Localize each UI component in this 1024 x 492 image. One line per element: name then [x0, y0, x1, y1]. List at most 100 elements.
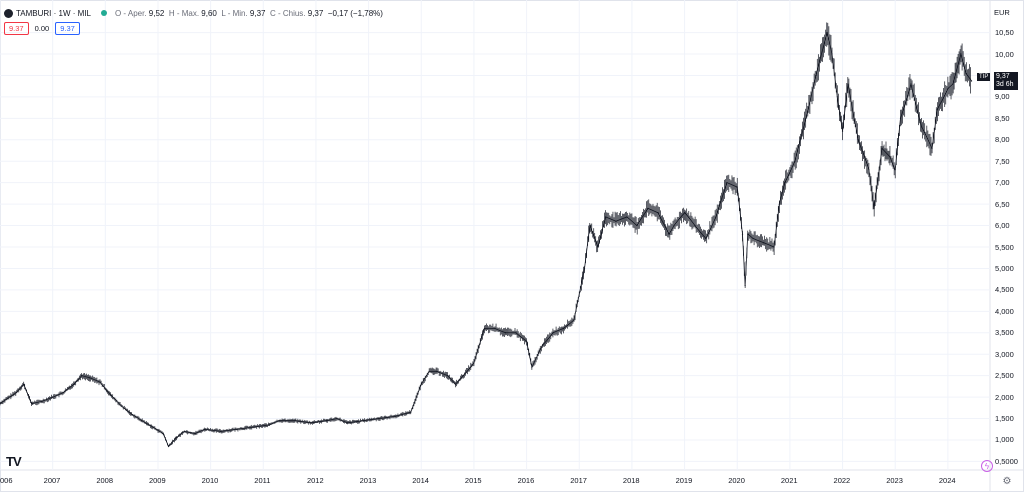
symbol-title[interactable]: TAMBURI · 1W · MIL	[16, 8, 91, 18]
data-point	[175, 437, 178, 439]
x-tick-label: 2008	[96, 476, 113, 485]
data-point	[462, 375, 465, 377]
data-point	[597, 246, 599, 248]
gear-icon[interactable]: ⚙	[1002, 476, 1012, 487]
open-key: O - Aper.	[114, 8, 147, 18]
spread-value: 0.00	[34, 24, 50, 33]
y-tick-label: 7,50	[995, 156, 1010, 166]
data-point	[483, 327, 486, 330]
data-point	[857, 139, 859, 141]
data-point	[41, 400, 43, 402]
x-tick-label: 2014	[412, 476, 429, 485]
bar-countdown: 3d 6h	[996, 81, 1014, 88]
data-point	[736, 186, 738, 188]
x-tick-label: 2012	[306, 476, 324, 485]
y-tick-label: 3,500	[995, 328, 1014, 338]
data-point	[62, 392, 64, 394]
data-point	[726, 182, 728, 184]
tradingview-logo-icon[interactable]: TV	[6, 454, 22, 469]
data-point	[573, 319, 575, 321]
data-point	[784, 182, 786, 184]
price-series-line	[0, 32, 972, 448]
data-point	[394, 415, 396, 417]
data-point	[515, 332, 517, 334]
bid-price-button[interactable]: 9.37	[4, 22, 29, 35]
data-point	[805, 117, 807, 119]
x-tick-label: 2021	[780, 476, 798, 485]
data-point	[589, 224, 591, 227]
data-point	[428, 370, 430, 372]
data-point	[473, 362, 475, 364]
data-point	[604, 216, 607, 218]
y-tick-label: 8,00	[995, 135, 1010, 145]
data-point	[447, 375, 449, 377]
data-point	[378, 417, 380, 420]
data-point	[873, 207, 875, 210]
data-point	[152, 426, 154, 428]
data-point	[673, 224, 675, 227]
y-tick-label: 0,5000	[995, 456, 1018, 466]
data-point	[615, 220, 617, 222]
data-point	[910, 83, 912, 85]
data-point	[236, 428, 238, 430]
y-tick-label: 1,500	[995, 414, 1014, 424]
data-point	[494, 327, 496, 330]
data-point	[826, 31, 828, 34]
data-point	[868, 169, 870, 171]
data-point	[694, 224, 696, 227]
data-point	[346, 422, 349, 424]
data-point	[626, 216, 628, 218]
data-point	[362, 420, 364, 422]
data-point	[99, 381, 101, 383]
close-value: 9,37	[307, 8, 324, 18]
x-tick-label: 2011	[254, 476, 271, 485]
x-tick-label: 2013	[359, 476, 377, 485]
market-status-icon	[100, 10, 107, 16]
last-price-value: 9,37	[996, 73, 1010, 80]
ohlc-values: O - Aper. 9,52 H - Max. 9,60 L - Min. 9,…	[115, 9, 383, 18]
x-tick-label: 2007	[43, 476, 61, 485]
data-point	[220, 430, 222, 433]
data-point	[23, 383, 25, 385]
data-point	[952, 83, 954, 85]
data-point	[131, 413, 133, 415]
data-point	[15, 392, 17, 394]
data-point	[747, 233, 749, 235]
data-point	[741, 233, 744, 235]
x-tick-label: 2009	[148, 476, 166, 485]
low-key: L - Min.	[221, 8, 248, 18]
data-point	[88, 377, 91, 379]
currency-label[interactable]: EUR	[994, 8, 1010, 17]
data-point	[294, 420, 296, 422]
ask-price-button[interactable]: 9.37	[55, 22, 80, 35]
data-point	[52, 396, 54, 398]
data-point	[531, 366, 533, 368]
data-point	[454, 383, 457, 385]
data-point	[889, 156, 891, 158]
data-point	[936, 109, 938, 111]
data-point	[194, 432, 196, 435]
data-point	[815, 74, 817, 77]
price-tag-label: TIP	[977, 73, 991, 81]
data-point	[705, 237, 707, 240]
data-point	[847, 83, 849, 85]
data-point	[657, 212, 659, 214]
lightning-icon[interactable]: ϟ	[981, 460, 993, 472]
data-point	[794, 160, 796, 162]
data-point	[899, 117, 902, 119]
data-point	[183, 430, 185, 433]
last-price-tag: 9,37 3d 6h	[994, 72, 1018, 90]
y-tick-label: 4,500	[995, 285, 1014, 295]
x-tick-label: 2024	[938, 476, 956, 485]
data-point	[636, 224, 638, 227]
y-tick-label: 8,50	[995, 113, 1010, 123]
high-key: H - Max.	[168, 8, 200, 18]
data-point	[109, 394, 112, 396]
data-point	[773, 246, 775, 248]
data-point	[81, 375, 83, 377]
data-point	[841, 130, 844, 132]
data-point	[836, 96, 838, 98]
data-point	[525, 340, 528, 342]
